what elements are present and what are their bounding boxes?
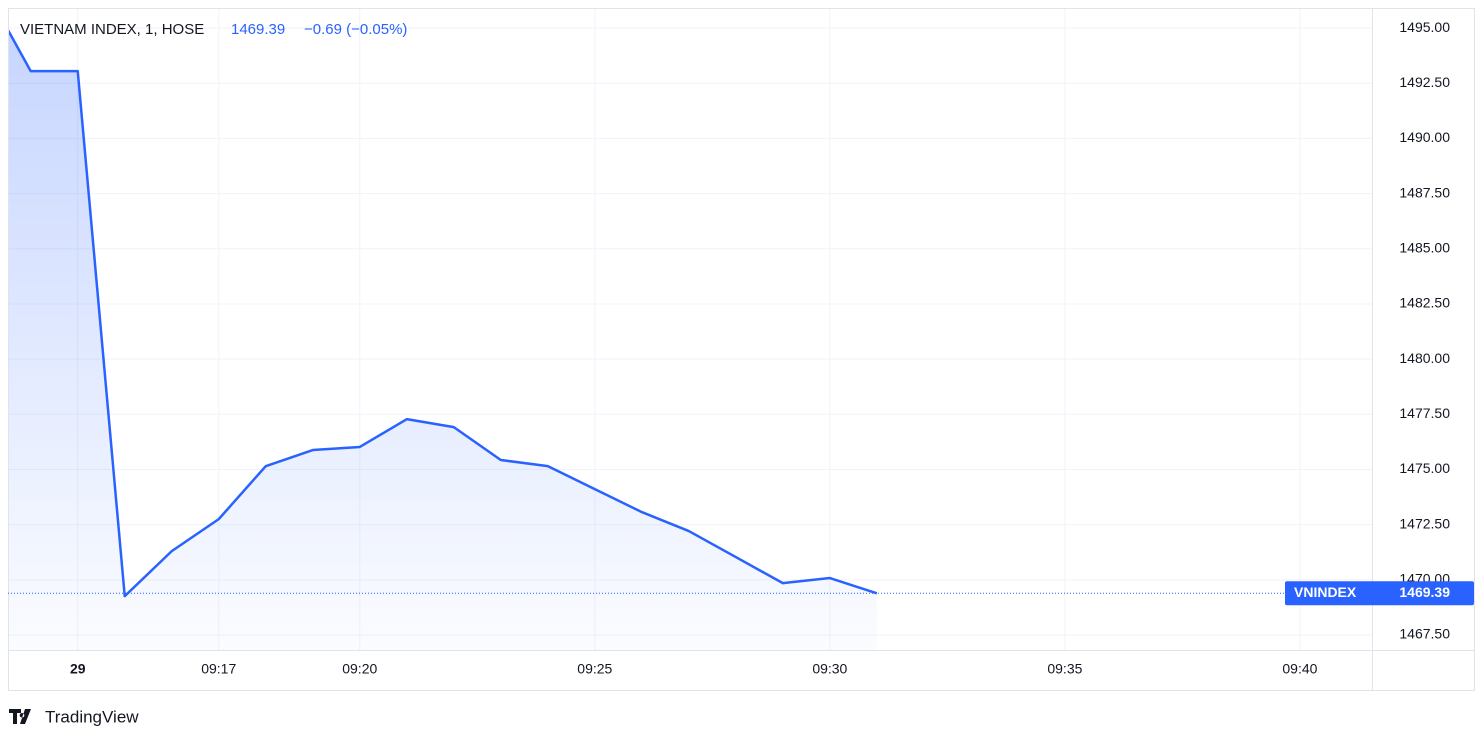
price-line bbox=[8, 27, 878, 598]
x-tick-label: 09:40 bbox=[1282, 661, 1317, 677]
price-badge-value: 1469.39 bbox=[1399, 584, 1450, 600]
logo-icon bbox=[9, 709, 31, 724]
y-tick-label: 1490.00 bbox=[1399, 129, 1450, 145]
y-tick-label: 1482.50 bbox=[1399, 295, 1450, 311]
y-tick-label: 1487.50 bbox=[1399, 184, 1450, 200]
legend-change: −0.69 (−0.05%) bbox=[304, 21, 407, 38]
price-badge-symbol: VNINDEX bbox=[1294, 584, 1357, 600]
price-badge bbox=[1285, 581, 1474, 606]
x-tick-label: 09:30 bbox=[812, 661, 847, 677]
x-tick-label: 09:25 bbox=[577, 661, 612, 677]
frame bbox=[8, 8, 1475, 691]
plot bbox=[8, 27, 878, 650]
logo-text: TradingView bbox=[45, 707, 139, 726]
x-tick-label: 09:20 bbox=[342, 661, 377, 677]
y-tick-label: 1475.00 bbox=[1399, 460, 1450, 476]
y-tick-label: 1492.50 bbox=[1399, 74, 1450, 90]
axes: 1467.501470.001472.501475.001477.501480.… bbox=[70, 19, 1450, 677]
y-tick-label: 1477.50 bbox=[1399, 405, 1450, 421]
x-tick-label: 09:35 bbox=[1047, 661, 1082, 677]
x-tick-label: 09:17 bbox=[201, 661, 236, 677]
y-tick-label: 1467.50 bbox=[1399, 626, 1450, 642]
y-tick-label: 1495.00 bbox=[1399, 19, 1450, 35]
logo: TradingView bbox=[9, 707, 139, 726]
y-tick-label: 1480.00 bbox=[1399, 350, 1450, 366]
x-tick-label: 29 bbox=[70, 661, 86, 677]
area-fill bbox=[8, 30, 877, 650]
legend-price: 1469.39 bbox=[231, 21, 285, 38]
y-tick-label: 1485.00 bbox=[1399, 239, 1450, 255]
y-tick-label: 1472.50 bbox=[1399, 515, 1450, 531]
legend-title: VIETNAM INDEX, 1, HOSE bbox=[20, 21, 204, 38]
